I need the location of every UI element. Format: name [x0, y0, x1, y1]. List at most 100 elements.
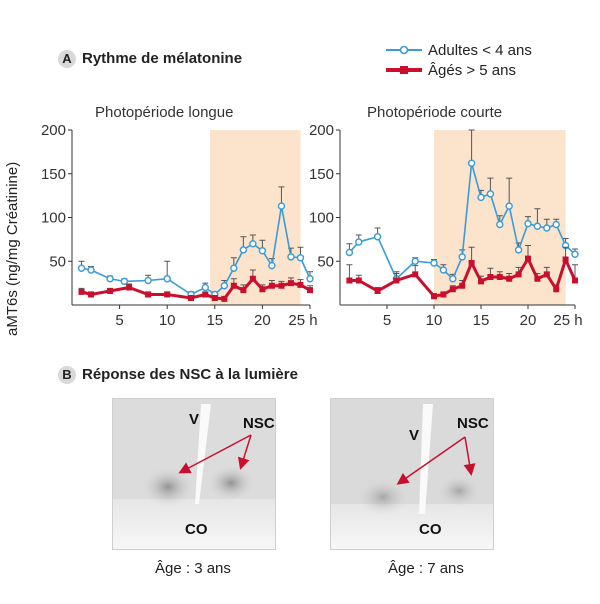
data-point	[534, 275, 541, 282]
y-tick-label: 200	[41, 122, 66, 139]
y-tick-label: 50	[317, 253, 334, 270]
micrograph-image	[113, 399, 275, 549]
data-point	[411, 257, 419, 265]
data-point	[449, 286, 456, 293]
y-tick-label: 100	[41, 210, 66, 227]
data-point	[440, 291, 447, 298]
data-point	[230, 282, 237, 289]
data-point	[533, 222, 542, 230]
label-nsc: NSC	[457, 415, 489, 432]
panel-a-title: Rythme de mélatonine	[82, 50, 243, 67]
label-co: CO	[419, 521, 442, 538]
chart-photoperiode-longue: 50 100 150 200 5 10 15 20 25 h	[41, 122, 318, 329]
chart-photoperiode-courte: 50 100 150 200 5 10 15 20 25 h	[309, 122, 583, 329]
data-point	[525, 255, 531, 262]
data-point	[258, 247, 267, 255]
data-point	[571, 250, 579, 258]
data-point	[268, 282, 275, 289]
data-point	[449, 275, 457, 283]
y-tick-label: 150	[41, 166, 66, 183]
data-point	[259, 286, 266, 293]
data-point	[345, 248, 354, 257]
legend-item-aged: Âgés > 5 ans	[384, 60, 532, 80]
data-point	[87, 266, 95, 274]
data-point	[486, 190, 495, 198]
data-point	[439, 266, 448, 274]
data-point	[562, 256, 569, 263]
data-point	[477, 193, 485, 202]
label-v: V	[189, 411, 200, 428]
data-point	[543, 271, 550, 278]
data-point	[277, 202, 286, 210]
x-tick-label: 10	[426, 312, 443, 329]
micrograph-image	[331, 399, 493, 549]
data-point	[552, 220, 560, 229]
data-point	[346, 277, 353, 284]
chart-1-title: Photopériode longue	[95, 104, 234, 121]
data-point	[430, 259, 438, 267]
label-nsc: NSC	[243, 415, 275, 432]
legend-label-aged: Âgés > 5 ans	[428, 61, 516, 79]
data-point	[188, 295, 194, 301]
data-point	[505, 202, 513, 210]
data-point	[515, 271, 522, 278]
data-point	[393, 277, 400, 284]
x-tick-label: 25 h	[288, 312, 317, 329]
data-point	[201, 283, 209, 292]
micrograph-7-ans: V NSC CO	[330, 398, 494, 550]
data-point	[202, 291, 209, 298]
data-point	[145, 291, 152, 298]
data-point	[458, 253, 466, 261]
micrograph-3-ans: V NSC CO	[112, 398, 276, 550]
data-point	[496, 220, 504, 229]
label-v: V	[409, 427, 420, 444]
data-point	[467, 159, 476, 167]
data-point	[297, 281, 304, 288]
panel-b-letter: B	[58, 366, 76, 384]
series-ages	[346, 245, 578, 300]
x-tick-label: 15	[206, 312, 223, 329]
data-point	[221, 295, 228, 302]
data-point	[249, 240, 257, 248]
data-point	[211, 295, 218, 301]
data-point	[163, 275, 171, 283]
data-point	[478, 278, 484, 285]
data-point	[459, 282, 466, 289]
data-point	[120, 277, 129, 286]
data-point	[230, 264, 238, 272]
legend-marker-circle-icon	[386, 45, 422, 55]
x-tick-label: 5	[383, 312, 391, 329]
series-ages	[78, 269, 313, 302]
data-point	[374, 288, 381, 294]
data-point	[107, 288, 114, 294]
data-point	[487, 274, 494, 280]
data-point	[307, 287, 313, 294]
panel-a-letter: A	[58, 50, 76, 68]
data-point	[240, 287, 247, 294]
data-point	[106, 275, 114, 283]
y-tick-label: 150	[309, 166, 334, 183]
data-point	[287, 280, 294, 287]
x-tick-label: 20	[254, 312, 271, 329]
caption-7-ans: Âge : 7 ans	[388, 560, 464, 577]
legend-marker-square-icon	[386, 66, 422, 74]
data-point	[553, 286, 560, 293]
chart-2-title: Photopériode courte	[367, 104, 503, 121]
data-point	[468, 260, 475, 266]
x-tick-label: 25 h	[553, 312, 582, 329]
y-tick-label: 200	[309, 122, 334, 139]
panel-b-header: B Réponse des NSC à la lumière	[58, 366, 298, 384]
data-point	[287, 253, 295, 261]
data-point	[78, 288, 85, 295]
legend-label-adults: Adultes < 4 ans	[428, 41, 532, 59]
label-co: CO	[185, 521, 208, 538]
x-tick-label: 20	[520, 312, 537, 329]
data-point	[355, 277, 362, 284]
x-tick-label: 5	[115, 312, 123, 329]
data-point	[543, 224, 551, 232]
panel-b-title: Réponse des NSC à la lumière	[82, 366, 298, 383]
data-point	[373, 233, 382, 241]
data-point	[431, 293, 437, 300]
data-point	[268, 261, 276, 270]
data-point	[514, 246, 523, 254]
